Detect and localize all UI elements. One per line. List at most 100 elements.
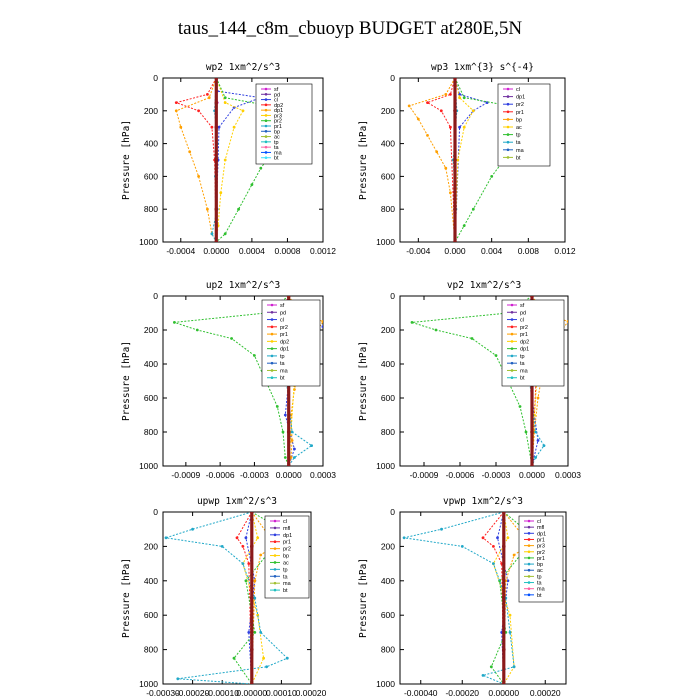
x-tick-label: 0.00010: [266, 688, 297, 698]
subplot-title: upwp 1xm^2/s^3: [197, 496, 277, 507]
x-tick-label: -0.0006: [446, 470, 475, 480]
legend-entry: tp: [274, 140, 279, 146]
legend-marker: [527, 581, 531, 584]
legend-marker: [264, 103, 268, 107]
legend-entry: ac: [274, 135, 280, 141]
data-point: [440, 527, 443, 531]
data-point: [456, 158, 460, 162]
data-point: [534, 430, 537, 434]
y-tick-label: 400: [381, 139, 395, 149]
data-point: [290, 439, 294, 442]
legend-entry: pr2: [280, 325, 288, 331]
legend-marker: [510, 340, 514, 343]
data-point: [223, 232, 227, 236]
legend-entry: dp1: [520, 347, 529, 353]
x-tick-label: -0.00030: [146, 688, 180, 698]
y-axis-label: Pressure [hPa]: [121, 341, 132, 421]
x-tick-label: -0.0009: [171, 470, 200, 480]
y-tick-label: 400: [381, 576, 395, 586]
y-tick-label: 0: [390, 507, 395, 517]
x-tick-label: 0.00020: [296, 688, 327, 698]
y-tick-label: 200: [381, 106, 395, 116]
series-line: [242, 512, 265, 684]
y-tick-label: 800: [144, 645, 158, 655]
legend-entry: pd: [280, 310, 286, 316]
series-line: [251, 512, 283, 684]
data-point: [210, 125, 214, 129]
legend-entry: mfl: [537, 525, 544, 531]
series-line: [175, 78, 217, 242]
series-line: [454, 78, 539, 242]
legend-marker: [506, 102, 510, 106]
legend-marker: [264, 129, 268, 133]
legend-marker: [264, 140, 268, 144]
data-point: [566, 320, 568, 323]
data-point: [426, 134, 429, 137]
legend-box: [518, 515, 564, 603]
legend-marker: [273, 554, 277, 557]
data-point: [223, 158, 227, 162]
data-point: [197, 175, 201, 178]
data-point: [253, 354, 256, 357]
legend-entry: pr1: [280, 332, 288, 338]
y-tick-label: 1000: [376, 679, 395, 689]
data-point: [250, 512, 254, 514]
legend-marker: [264, 156, 268, 160]
legend-marker: [527, 587, 531, 590]
data-point: [492, 545, 495, 548]
x-tick-label: 0.000: [444, 246, 466, 256]
legend-marker: [270, 332, 274, 336]
plot-frame: [162, 295, 324, 467]
legend-marker: [264, 135, 268, 138]
y-tick-label: 200: [381, 541, 395, 551]
data-point: [259, 166, 263, 170]
y-axis-label: Pressure [hPa]: [358, 558, 369, 638]
data-point: [453, 78, 457, 80]
legend-entry: bp: [274, 129, 280, 135]
y-tick-label: 0: [390, 73, 395, 83]
legend-marker: [506, 110, 510, 114]
data-point: [512, 665, 516, 669]
legend-marker: [527, 593, 531, 597]
x-tick-label: 0.00000: [236, 688, 267, 698]
data-point: [230, 337, 234, 340]
series-line: [165, 512, 289, 684]
data-point: [250, 544, 254, 549]
data-point: [492, 562, 495, 565]
data-point: [256, 613, 260, 617]
legend-entry: ma: [280, 368, 289, 374]
series-line: [174, 78, 217, 242]
legend-entry: sf: [520, 303, 525, 309]
legend-box: [497, 83, 551, 167]
legend-marker: [527, 532, 531, 535]
y-tick-label: 200: [144, 541, 158, 551]
legend-entry: tp: [520, 354, 525, 360]
data-point: [283, 456, 287, 459]
legend-marker: [510, 347, 514, 350]
data-point: [283, 413, 287, 417]
data-point: [259, 631, 263, 634]
series-line: [215, 78, 261, 242]
legend-marker: [527, 575, 531, 578]
y-tick-label: 800: [381, 427, 395, 437]
data-point: [207, 96, 211, 100]
x-tick-label: 0.0000: [203, 246, 229, 256]
legend-marker: [506, 125, 510, 129]
legend-marker: [270, 325, 274, 329]
data-point: [508, 613, 512, 617]
subplot-title: wp2 1xm^2/s^3: [206, 62, 280, 73]
subplot-title: vp2 1xm^2/s^3: [447, 280, 521, 291]
legend-marker: [264, 124, 268, 128]
data-point: [444, 166, 448, 170]
legend-marker: [270, 354, 274, 358]
x-tick-label: -0.00010: [205, 688, 239, 698]
legend-marker: [273, 547, 277, 550]
data-point: [247, 631, 251, 634]
legend-marker: [510, 361, 514, 365]
subplot-6: vpwp 1xm^2/s^3 Pressure [hPa] 0 200 400 600 80…: [358, 496, 567, 698]
y-tick-label: 400: [144, 359, 158, 369]
data-point: [506, 579, 510, 583]
x-tick-label: -0.00040: [404, 688, 438, 698]
y-tick-label: 800: [144, 427, 158, 437]
